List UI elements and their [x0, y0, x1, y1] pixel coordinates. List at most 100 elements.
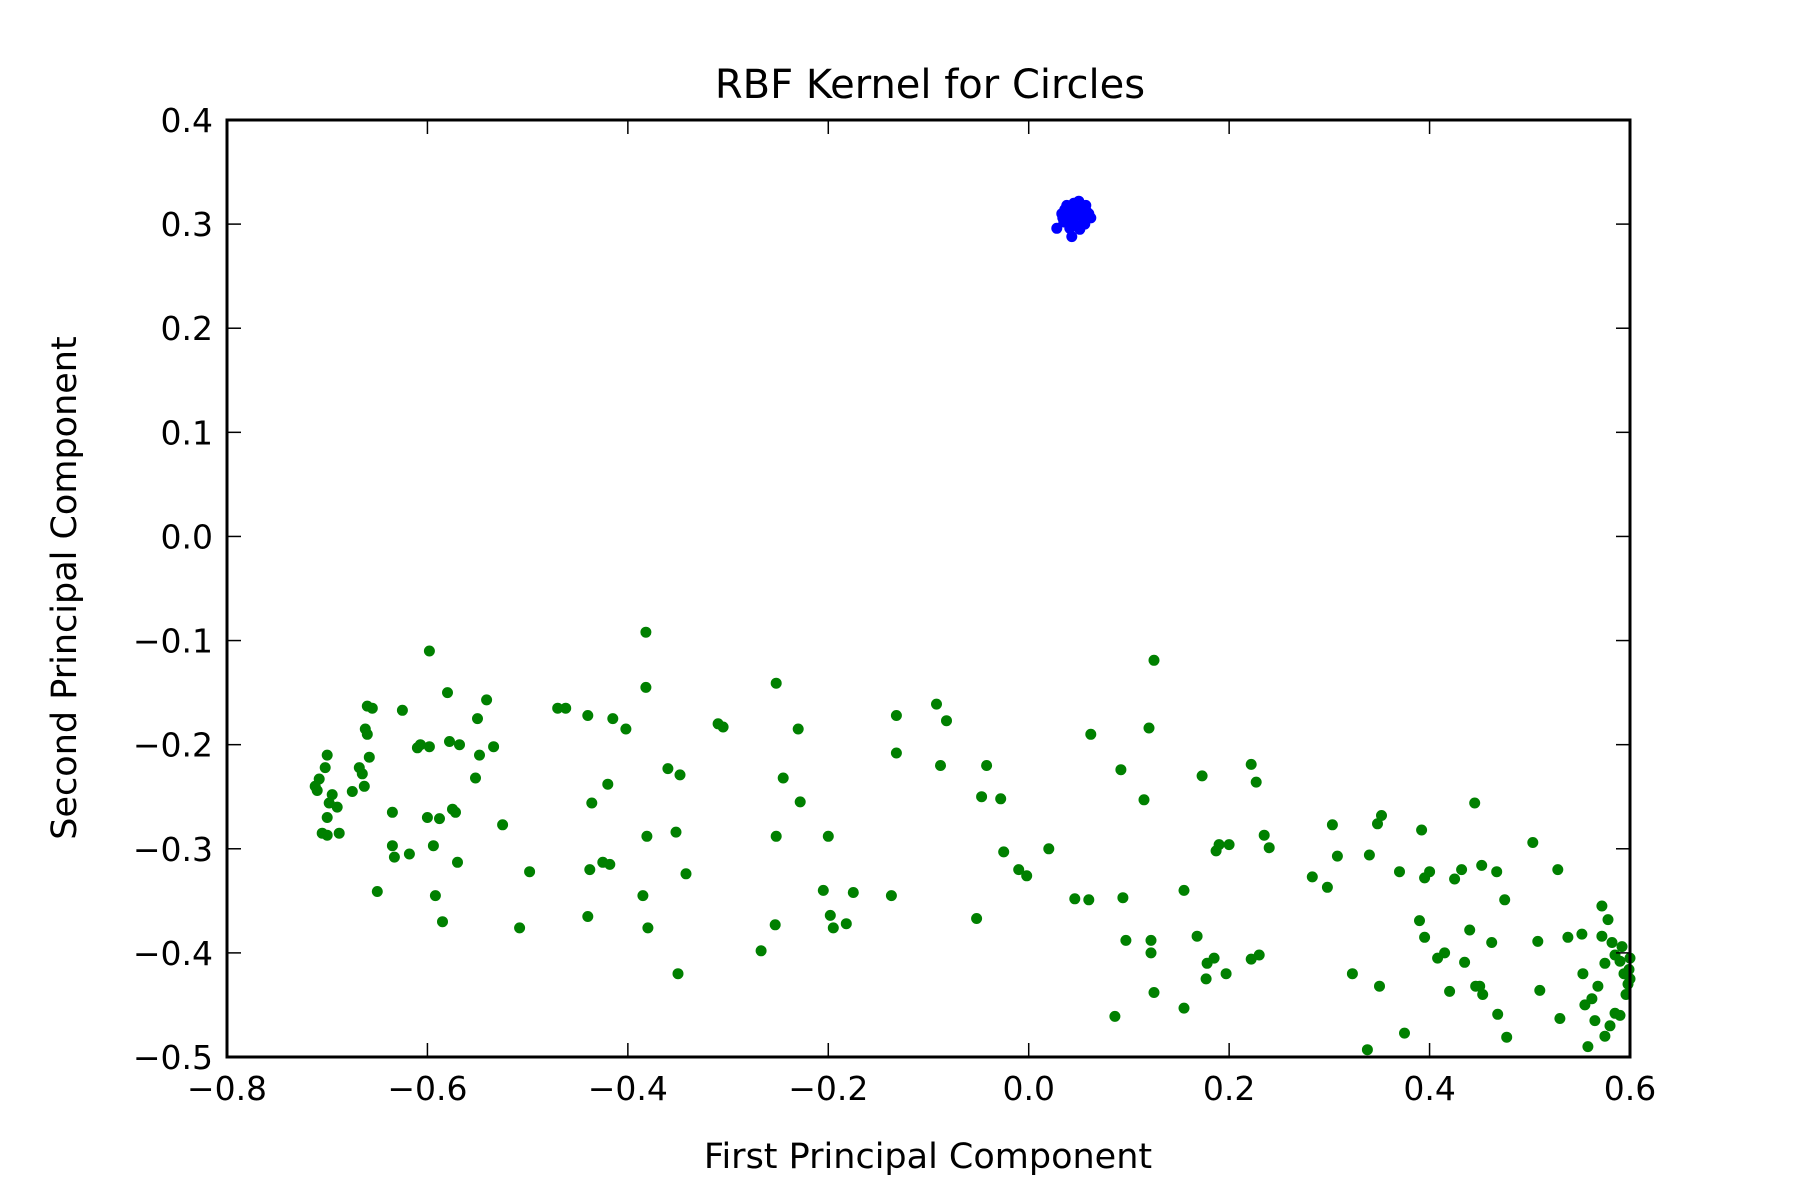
data-point [1263, 842, 1275, 854]
data-point [1051, 222, 1063, 234]
data-point [1346, 968, 1358, 980]
x-tick-label: 0.4 [1403, 1069, 1455, 1108]
data-point [1057, 212, 1069, 224]
data-point [817, 884, 829, 896]
data-point [1191, 930, 1203, 942]
data-point [1394, 866, 1405, 878]
data-point [321, 829, 333, 841]
data-point [640, 681, 652, 693]
data-point [885, 890, 897, 902]
data-point [584, 864, 596, 876]
data-point [847, 887, 859, 898]
data-point [1223, 839, 1235, 851]
data-point [363, 751, 375, 763]
data-point [514, 922, 526, 934]
x-tick-label: −0.6 [387, 1069, 467, 1108]
data-point [442, 687, 453, 699]
data-point [1476, 859, 1488, 871]
data-point [890, 710, 902, 721]
data-point [1245, 758, 1257, 770]
data-point [822, 830, 834, 842]
data-point [1399, 1027, 1410, 1039]
data-point [1486, 937, 1498, 948]
data-point [1178, 884, 1190, 896]
data-point [423, 645, 435, 657]
data-point [607, 713, 619, 725]
data-point [472, 713, 483, 725]
y-tick-label: 0.0 [161, 517, 213, 556]
data-point [1109, 1010, 1121, 1022]
data-point [1069, 893, 1081, 905]
data-point [604, 858, 616, 870]
data-point [680, 868, 692, 880]
data-point [1477, 989, 1489, 1000]
data-point [1534, 984, 1546, 996]
chart-title: RBF Kernel for Circles [715, 62, 1145, 108]
data-point [840, 918, 852, 930]
points-layer [309, 195, 1636, 1056]
data-point [1614, 1009, 1626, 1021]
x-tick-label: −0.8 [187, 1069, 267, 1108]
data-point [474, 749, 485, 761]
data-point [1376, 810, 1387, 821]
data-point [1602, 914, 1614, 926]
data-point [1043, 843, 1055, 855]
data-point [670, 826, 682, 838]
data-point [995, 793, 1007, 805]
data-point [1213, 839, 1225, 851]
data-point [640, 626, 652, 638]
data-point [1614, 955, 1626, 967]
data-point [470, 772, 481, 784]
data-point [1562, 931, 1574, 943]
data-point [1554, 1013, 1566, 1024]
data-point [321, 812, 333, 823]
data-point [642, 922, 654, 934]
y-axis-label: Second Principal Component [45, 336, 85, 839]
data-point [1178, 1002, 1190, 1014]
data-point [319, 762, 331, 774]
data-point [981, 760, 993, 771]
data-point [792, 723, 804, 735]
data-point [582, 710, 594, 721]
data-point [437, 916, 448, 928]
data-point [717, 721, 729, 733]
data-point [1416, 824, 1428, 836]
data-point [1552, 864, 1564, 876]
x-axis-label: First Principal Component [704, 1137, 1152, 1177]
data-point [1419, 931, 1431, 943]
data-point [1013, 864, 1025, 876]
data-point [641, 830, 653, 842]
data-point [674, 769, 686, 781]
data-point [421, 812, 433, 823]
data-point [1331, 850, 1343, 862]
data-point [976, 791, 988, 803]
data-point [1079, 218, 1091, 230]
data-point [770, 677, 782, 689]
data-point [1069, 204, 1081, 215]
data-point [403, 848, 415, 860]
data-point [1258, 829, 1270, 841]
data-point [770, 830, 782, 842]
data-point [827, 922, 839, 934]
data-point [444, 736, 455, 747]
data-point [1604, 1020, 1616, 1032]
data-point [1253, 949, 1265, 961]
data-point [935, 760, 946, 771]
data-point [524, 866, 536, 878]
data-point [1599, 957, 1611, 969]
x-tick-label: 0.6 [1604, 1069, 1656, 1108]
data-point [971, 913, 983, 924]
data-point [1414, 915, 1425, 927]
y-tick-label: −0.1 [133, 622, 213, 661]
data-point [429, 890, 441, 902]
data-point [434, 813, 445, 825]
data-point [794, 796, 806, 808]
x-tick-label: 0.2 [1203, 1069, 1255, 1108]
data-point [769, 919, 781, 931]
data-point [450, 806, 461, 818]
data-point [1120, 934, 1132, 946]
data-point [358, 780, 370, 792]
data-point [755, 945, 767, 957]
data-point [1456, 864, 1468, 876]
